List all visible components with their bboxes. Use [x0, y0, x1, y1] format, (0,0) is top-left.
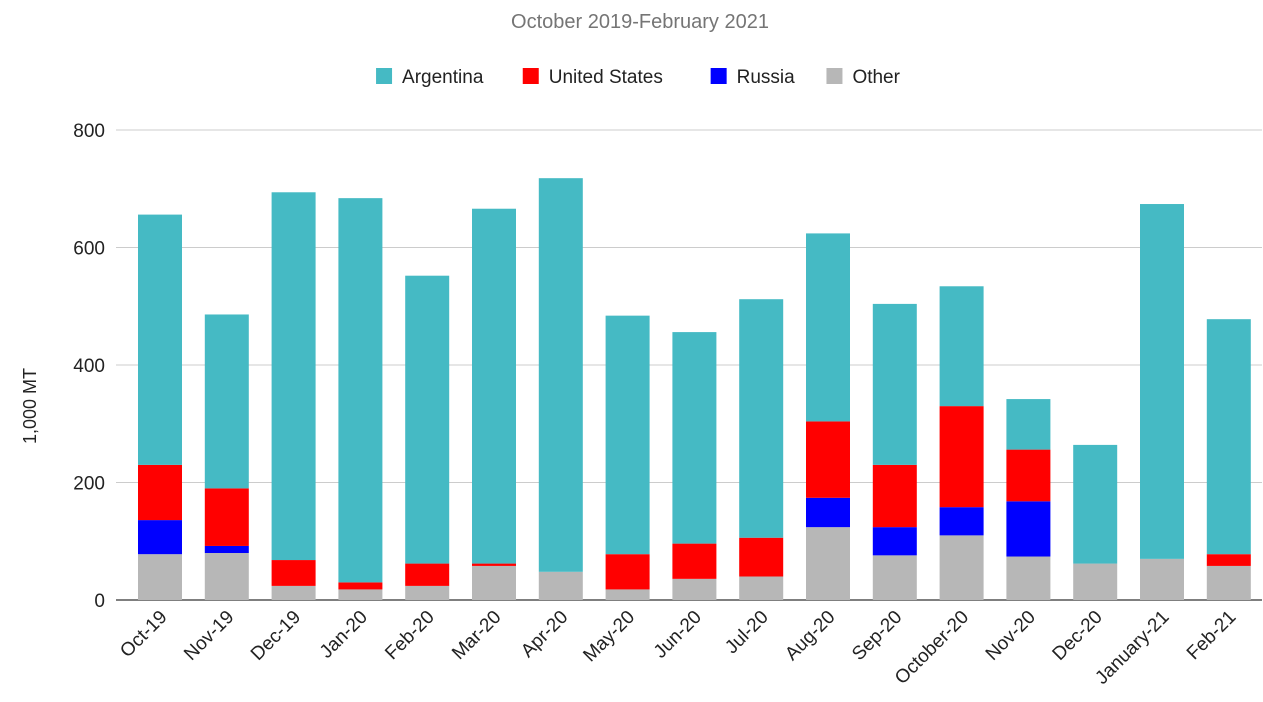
- bar-argentina-aug-20: [806, 233, 850, 422]
- bar-other-jul-20: [739, 576, 784, 600]
- bar-argentina-october-20: [939, 286, 984, 407]
- bar-argentina-nov-19: [204, 314, 249, 489]
- bar-united-states-nov-19: [204, 488, 249, 546]
- x-tick-label: Feb-21: [1183, 607, 1240, 664]
- bar-united-states-october-20: [939, 406, 984, 508]
- bar-other-mar-20: [472, 565, 516, 600]
- bar-united-states-jul-20: [739, 537, 784, 577]
- bar-argentina-mar-20: [472, 208, 516, 564]
- legend-label-united-states: United States: [549, 67, 663, 88]
- bar-united-states-feb-21: [1206, 554, 1251, 566]
- bar-argentina-feb-21: [1206, 319, 1251, 555]
- bar-united-states-mar-20: [472, 563, 516, 566]
- x-tick-label: Jan-20: [316, 607, 372, 663]
- x-tick-label: Dec-20: [1049, 607, 1107, 665]
- y-axis-label: 1,000 MT: [20, 368, 40, 444]
- x-tick-label: Jul-20: [721, 607, 772, 658]
- x-tick-label: Dec-19: [247, 607, 305, 665]
- bar-other-feb-20: [405, 585, 450, 600]
- bar-other-sep-20: [872, 555, 917, 600]
- chart-title: October 2019-February 2021: [511, 11, 769, 33]
- bar-russia-nov-19: [204, 545, 249, 553]
- bar-argentina-oct-19: [138, 214, 182, 465]
- x-tick-label: Jun-20: [650, 607, 706, 663]
- legend-swatch-united-states: [522, 68, 539, 84]
- bar-argentina-jul-20: [739, 299, 784, 538]
- x-tick-label: Nov-20: [982, 607, 1040, 665]
- legend-swatch-argentina: [376, 68, 393, 84]
- legend-label-other: Other: [852, 67, 900, 88]
- legend: Argentina United States Russia Other: [376, 67, 901, 88]
- x-tick-label: Sep-20: [848, 607, 906, 665]
- bar-argentina-jun-20: [672, 332, 717, 544]
- bar-other-feb-21: [1206, 565, 1251, 600]
- x-tick-label: Apr-20: [517, 607, 572, 662]
- x-axis-ticks: Oct-19 Nov-19 Dec-19 Jan-20 Feb-20 Mar-20 Apr-…: [116, 607, 1240, 689]
- y-tick-label: 400: [73, 356, 105, 377]
- x-tick-label: May-20: [579, 607, 639, 667]
- bar-argentina-nov-20: [1006, 399, 1051, 450]
- bar-other-dec-19: [271, 585, 316, 600]
- bar-russia-nov-20: [1006, 501, 1051, 557]
- legend-swatch-other: [826, 68, 843, 84]
- bar-argentina-dec-20: [1073, 444, 1118, 564]
- bar-other-january-21: [1140, 558, 1184, 600]
- bar-other-may-20: [605, 589, 650, 600]
- bar-other-aug-20: [806, 527, 850, 600]
- bar-united-states-sep-20: [872, 464, 917, 528]
- bar-united-states-oct-19: [138, 464, 182, 521]
- bar-russia-sep-20: [872, 527, 917, 556]
- bar-other-jan-20: [338, 589, 383, 600]
- x-tick-label: Aug-20: [781, 607, 839, 665]
- bar-argentina-dec-19: [271, 192, 316, 561]
- y-tick-label: 200: [73, 474, 105, 495]
- x-tick-label: Feb-20: [381, 607, 438, 664]
- bars: [138, 178, 1251, 600]
- y-tick-label: 600: [73, 239, 105, 260]
- y-tick-label: 800: [73, 121, 105, 142]
- legend-label-argentina: Argentina: [402, 67, 484, 88]
- bar-russia-oct-19: [138, 520, 182, 555]
- bar-united-states-aug-20: [806, 421, 850, 498]
- bar-united-states-feb-20: [405, 563, 450, 586]
- bar-other-apr-20: [538, 571, 583, 600]
- bar-united-states-nov-20: [1006, 449, 1051, 502]
- bar-argentina-january-21: [1140, 204, 1184, 559]
- bar-united-states-jan-20: [338, 582, 383, 590]
- y-tick-label: 0: [94, 591, 105, 612]
- bar-argentina-feb-20: [405, 275, 450, 564]
- bar-united-states-jun-20: [672, 543, 717, 579]
- bar-russia-october-20: [939, 507, 984, 536]
- legend-swatch-russia: [710, 68, 727, 84]
- bar-other-dec-20: [1073, 563, 1118, 600]
- bar-other-oct-19: [138, 554, 182, 600]
- x-tick-label: Mar-20: [448, 607, 505, 664]
- bar-other-nov-20: [1006, 556, 1051, 600]
- bar-other-nov-19: [204, 553, 249, 600]
- legend-label-russia: Russia: [737, 67, 796, 88]
- bar-argentina-sep-20: [872, 303, 917, 465]
- bar-argentina-jan-20: [338, 198, 383, 583]
- bar-united-states-dec-19: [271, 560, 316, 586]
- x-tick-label: Oct-19: [116, 607, 171, 662]
- bar-argentina-may-20: [605, 315, 650, 555]
- bar-other-jun-20: [672, 578, 717, 600]
- bar-other-october-20: [939, 535, 984, 600]
- x-tick-label: Nov-19: [180, 607, 238, 665]
- bar-united-states-may-20: [605, 554, 650, 590]
- bar-argentina-apr-20: [538, 178, 583, 572]
- bar-russia-aug-20: [806, 497, 850, 528]
